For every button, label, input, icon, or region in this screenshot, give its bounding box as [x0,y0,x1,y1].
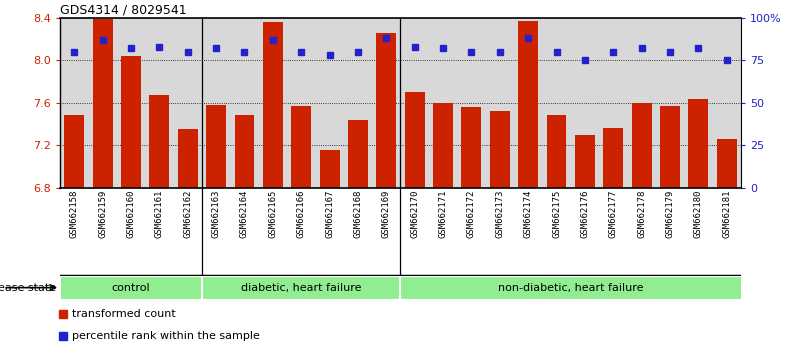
Text: GSM662175: GSM662175 [552,189,561,238]
Text: non-diabetic, heart failure: non-diabetic, heart failure [498,282,643,293]
Text: GSM662172: GSM662172 [467,189,476,238]
Text: transformed count: transformed count [72,308,176,319]
Text: GSM662180: GSM662180 [694,189,702,238]
Text: GSM662176: GSM662176 [581,189,590,238]
Text: GSM662168: GSM662168 [353,189,362,238]
Text: control: control [111,282,151,293]
Bar [717,139,737,188]
Bar [202,276,400,299]
Text: GSM662162: GSM662162 [183,189,192,238]
Bar [292,106,311,188]
Text: GSM662159: GSM662159 [99,189,107,238]
Bar [433,103,453,188]
Bar [518,21,538,188]
Bar [400,276,741,299]
Text: disease state: disease state [0,282,56,293]
Text: percentile rank within the sample: percentile rank within the sample [72,331,260,341]
Text: GSM662179: GSM662179 [666,189,674,238]
Text: GSM662165: GSM662165 [268,189,277,238]
Bar [348,120,368,188]
Text: GDS4314 / 8029541: GDS4314 / 8029541 [60,4,187,17]
Text: GSM662177: GSM662177 [609,189,618,238]
Bar [235,115,255,188]
Bar [688,99,708,188]
Bar [603,128,623,188]
Bar [461,107,481,188]
Text: GSM662163: GSM662163 [211,189,220,238]
Text: GSM662167: GSM662167 [325,189,334,238]
Bar [60,276,202,299]
Text: diabetic, heart failure: diabetic, heart failure [241,282,361,293]
Bar [320,150,340,188]
Bar [206,105,226,188]
Text: GSM662160: GSM662160 [127,189,135,238]
Bar [121,56,141,188]
Bar [93,19,113,188]
Bar [546,115,566,188]
Bar [632,103,651,188]
Bar [490,111,509,188]
Text: GSM662169: GSM662169 [382,189,391,238]
Bar [376,33,396,188]
Text: GSM662181: GSM662181 [723,189,731,238]
Text: GSM662173: GSM662173 [495,189,505,238]
Bar [405,92,425,188]
Text: GSM662161: GSM662161 [155,189,164,238]
Bar [64,115,84,188]
Text: GSM662166: GSM662166 [296,189,306,238]
Text: GSM662178: GSM662178 [637,189,646,238]
Text: GSM662158: GSM662158 [70,189,78,238]
Bar [178,129,198,188]
Text: GSM662171: GSM662171 [439,189,448,238]
Bar [575,135,595,188]
Text: GSM662174: GSM662174 [524,189,533,238]
Text: GSM662164: GSM662164 [240,189,249,238]
Bar [150,95,169,188]
Text: GSM662170: GSM662170 [410,189,419,238]
Bar [660,106,680,188]
Bar [263,22,283,188]
